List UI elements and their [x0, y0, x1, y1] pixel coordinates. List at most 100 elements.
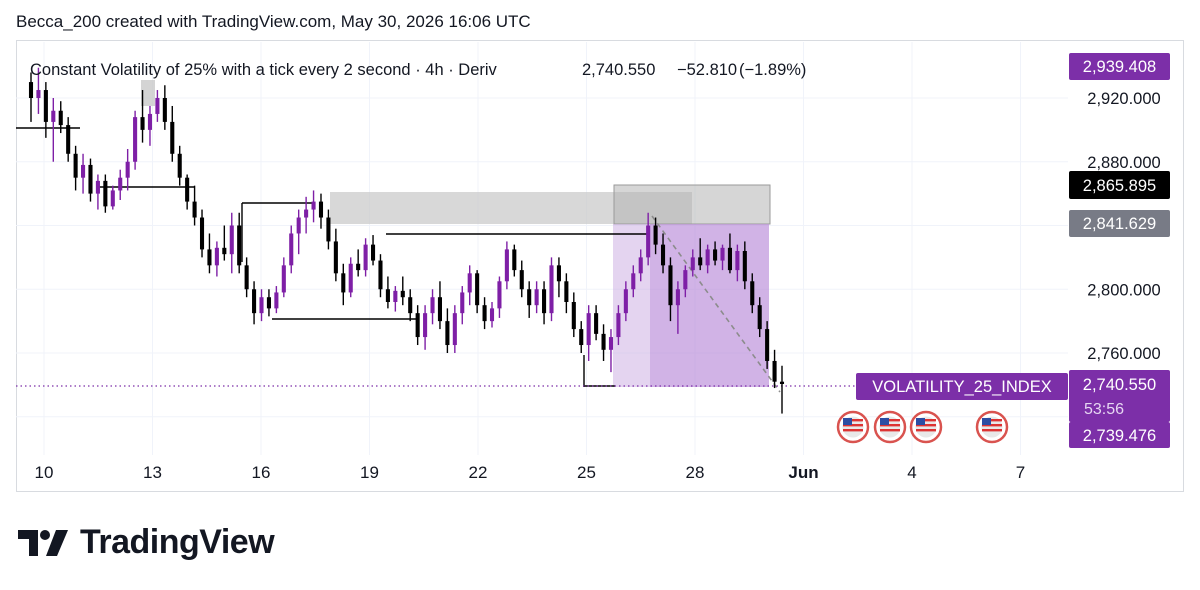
candle: [713, 241, 718, 266]
candle-body: [51, 110, 56, 122]
candle: [742, 241, 747, 290]
candle: [631, 265, 636, 298]
candle: [58, 101, 63, 134]
candle-body: [489, 308, 495, 322]
candle: [698, 238, 703, 271]
candle: [214, 241, 219, 277]
candles: [28, 67, 785, 414]
candle-body: [214, 247, 219, 266]
candle-body: [608, 337, 614, 350]
candle: [646, 212, 651, 266]
candle-body: [430, 297, 435, 314]
candle: [110, 185, 115, 210]
candle: [118, 169, 123, 200]
economic-events[interactable]: [836, 410, 1009, 444]
candle-body: [646, 225, 651, 258]
candle: [489, 302, 495, 328]
candle: [88, 158, 93, 202]
candle-body: [103, 180, 108, 207]
candle: [341, 263, 346, 306]
low-label: 2,739.476: [1083, 427, 1156, 445]
candle: [779, 365, 785, 414]
candle: [423, 305, 428, 350]
candle: [660, 233, 666, 274]
last-price: 2,740.550: [582, 61, 655, 79]
candle-body: [437, 297, 443, 322]
candle: [586, 305, 591, 361]
candle: [750, 273, 755, 314]
candle-body: [460, 292, 465, 314]
candle: [594, 305, 599, 341]
candle: [608, 329, 614, 373]
candle-body: [616, 313, 621, 338]
candle: [705, 244, 710, 274]
us-flag-icon: [909, 410, 943, 444]
candle: [140, 90, 145, 143]
candle: [43, 82, 48, 138]
candle-body: [222, 247, 227, 255]
current-price-label: 2,740.550: [1083, 376, 1156, 394]
candle-body: [668, 265, 673, 306]
candle: [177, 145, 182, 186]
candle-body: [690, 257, 695, 271]
candle-body: [534, 289, 539, 306]
candle: [690, 249, 695, 277]
price-axis[interactable]: 2,920.000 2,880.000 2,800.000 2,760.000: [1087, 90, 1160, 363]
countdown-label: 53:56: [1084, 401, 1124, 418]
candle: [133, 110, 138, 170]
candle-body: [571, 302, 576, 330]
candle-body: [445, 321, 450, 346]
candle-body: [266, 297, 271, 309]
time-tick-label: 28: [686, 463, 705, 482]
candle-body: [356, 263, 361, 271]
candle: [430, 289, 435, 325]
candle-body: [43, 90, 48, 122]
us-flag-icon: [975, 410, 1009, 444]
candle-body: [133, 117, 138, 162]
us-flag-icon: [836, 410, 870, 444]
candle: [482, 297, 487, 330]
candle-body: [423, 313, 428, 338]
candle: [147, 105, 153, 146]
candle: [683, 265, 688, 298]
candle: [601, 324, 606, 361]
chart-title: Constant Volatility of 25% with a tick e…: [30, 61, 498, 79]
candle: [333, 228, 338, 282]
time-axis[interactable]: 10 13 16 19 22 25 28 Jun 4 7: [35, 463, 1026, 482]
candle: [527, 281, 532, 318]
candle: [73, 145, 78, 191]
time-tick-label: 7: [1016, 463, 1025, 482]
candle-body: [579, 329, 584, 346]
candle-body: [705, 249, 710, 266]
candle-body: [698, 257, 703, 266]
candle-body: [549, 265, 554, 314]
candle-body: [95, 180, 100, 194]
candle-body: [564, 281, 569, 302]
candle-body: [519, 270, 524, 290]
candle: [519, 260, 524, 298]
candle-body: [638, 257, 643, 274]
candle-body: [207, 249, 212, 266]
dashed-projection: [651, 215, 781, 393]
symbol-label-bg: [856, 373, 1068, 400]
candle-body: [363, 244, 368, 271]
black-label: 2,865.895: [1083, 177, 1156, 195]
candle: [378, 254, 383, 298]
candle-body: [199, 217, 205, 250]
candle: [356, 249, 361, 277]
tradingview-logo-icon: [18, 529, 68, 556]
time-tick-label: 10: [35, 463, 54, 482]
price-tick-label: 2,920.000: [1087, 90, 1160, 108]
candle-body: [556, 265, 561, 282]
candle: [757, 297, 762, 338]
candle: [571, 292, 576, 338]
candle: [385, 276, 390, 309]
candle-body: [155, 98, 160, 114]
candle-body: [237, 225, 242, 266]
candle: [408, 289, 413, 322]
candle: [653, 217, 658, 255]
candle: [393, 286, 398, 312]
low-label-bg: [1069, 422, 1170, 448]
time-tick-label: Jun: [788, 463, 818, 482]
